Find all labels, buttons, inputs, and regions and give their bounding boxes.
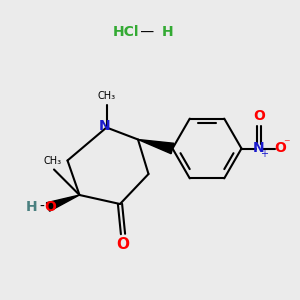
Text: HCl: HCl <box>113 25 139 38</box>
Polygon shape <box>138 140 174 154</box>
Text: N: N <box>253 142 265 155</box>
Polygon shape <box>46 195 80 211</box>
Text: —: — <box>136 25 154 38</box>
Text: ⁻: ⁻ <box>283 137 290 151</box>
Text: +: + <box>260 149 268 159</box>
Text: CH₃: CH₃ <box>44 155 62 166</box>
Text: H: H <box>162 25 174 38</box>
Text: O: O <box>274 142 286 155</box>
Text: O: O <box>116 237 130 252</box>
Text: N: N <box>99 119 111 133</box>
Text: H: H <box>26 200 37 214</box>
Text: -: - <box>39 200 44 214</box>
Text: O: O <box>253 109 265 122</box>
Text: O: O <box>44 200 56 214</box>
Text: CH₃: CH₃ <box>98 91 116 101</box>
